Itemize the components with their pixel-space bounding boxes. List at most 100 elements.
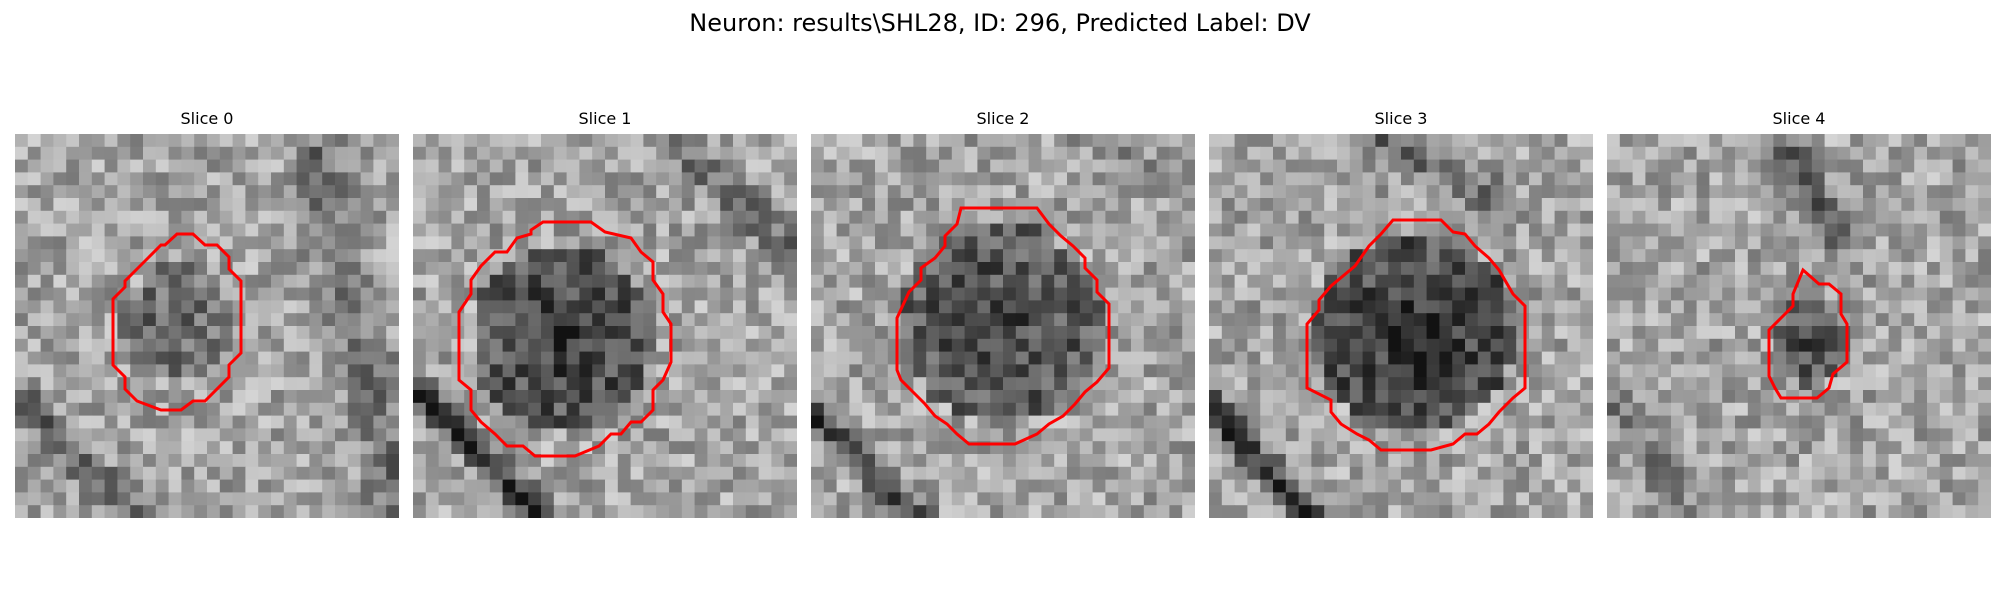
- pixel: [1169, 172, 1183, 186]
- pixel: [309, 454, 323, 468]
- pixel: [1760, 236, 1774, 250]
- pixel: [386, 172, 399, 186]
- pixel: [1337, 236, 1351, 250]
- pixel: [1811, 159, 1826, 173]
- pixel: [1735, 172, 1749, 186]
- pixel: [296, 172, 310, 186]
- pixel: [40, 492, 54, 506]
- pixel: [309, 351, 323, 365]
- pixel: [1914, 351, 1928, 365]
- pixel: [1516, 415, 1530, 429]
- pixel: [1349, 185, 1364, 199]
- pixel: [1067, 454, 1081, 468]
- slice-title-3: Slice 3: [1374, 109, 1428, 128]
- pixel: [143, 185, 157, 199]
- pixel: [1209, 185, 1223, 199]
- pixel: [373, 210, 387, 225]
- pixel: [1824, 415, 1838, 429]
- pixel: [53, 364, 67, 378]
- pixel: [66, 210, 80, 225]
- pixel: [669, 415, 683, 429]
- pixel: [1439, 134, 1453, 148]
- pixel: [720, 415, 734, 429]
- pixel: [1541, 441, 1556, 455]
- pixel: [477, 313, 491, 327]
- pixel: [707, 326, 721, 340]
- pixel: [669, 134, 683, 148]
- pixel: [181, 146, 195, 161]
- pixel: [53, 326, 67, 340]
- pixel: [1837, 415, 1851, 429]
- pixel: [91, 198, 106, 212]
- pixel: [836, 492, 850, 506]
- pixel: [1875, 338, 1890, 353]
- pixel: [1875, 428, 1890, 442]
- pixel: [1209, 134, 1223, 148]
- pixel: [1247, 313, 1261, 327]
- pixel: [964, 313, 978, 327]
- pixel: [130, 172, 144, 186]
- pixel: [1490, 159, 1504, 173]
- pixel: [694, 505, 708, 518]
- pixel: [528, 505, 542, 518]
- pixel: [1260, 172, 1274, 186]
- pixel: [592, 377, 606, 391]
- pixel: [1580, 351, 1593, 365]
- pixel: [489, 441, 504, 455]
- pixel: [1362, 159, 1376, 173]
- pixel: [1105, 274, 1119, 289]
- pixel: [1888, 262, 1902, 276]
- pixel: [1375, 300, 1389, 314]
- pixel: [836, 198, 850, 212]
- pixel: [1683, 338, 1698, 353]
- pixel: [322, 198, 336, 212]
- pixel: [296, 274, 310, 289]
- pixel: [1658, 351, 1672, 365]
- pixel: [258, 185, 272, 199]
- pixel: [1965, 249, 1979, 263]
- pixel: [1234, 262, 1248, 276]
- pixel: [1298, 172, 1312, 186]
- pixel: [771, 492, 785, 506]
- pixel: [1221, 377, 1236, 391]
- pixel: [811, 505, 825, 518]
- pixel: [1567, 364, 1581, 378]
- pixel: [862, 300, 876, 314]
- pixel: [1709, 351, 1723, 365]
- pixel: [373, 223, 387, 237]
- pixel: [566, 313, 580, 327]
- pixel: [862, 262, 876, 276]
- pixel: [1285, 313, 1300, 327]
- pixel: [566, 262, 580, 276]
- pixel: [1285, 441, 1300, 455]
- pixel: [66, 300, 80, 314]
- pixel: [1645, 466, 1659, 481]
- pixel: [1337, 364, 1351, 378]
- pixel: [939, 338, 953, 353]
- pixel: [1426, 198, 1440, 212]
- pixel: [939, 364, 953, 378]
- pixel: [592, 146, 606, 161]
- pixel: [1413, 479, 1428, 493]
- pixel: [1683, 134, 1698, 148]
- pixel: [1118, 210, 1132, 225]
- pixel: [1965, 492, 1979, 506]
- pixel: [104, 415, 118, 429]
- pixel: [1722, 402, 1736, 417]
- pixel: [771, 479, 785, 493]
- pixel: [1079, 466, 1094, 481]
- pixel: [1978, 454, 1991, 468]
- pixel: [1773, 300, 1787, 314]
- pixel: [1773, 249, 1787, 263]
- pixel: [232, 210, 246, 225]
- pixel: [91, 390, 106, 404]
- pixel: [887, 466, 902, 481]
- pixel: [1260, 390, 1274, 404]
- pixel: [913, 172, 927, 186]
- pixel: [1888, 428, 1902, 442]
- pixel: [1079, 134, 1094, 148]
- pixel: [451, 185, 465, 199]
- pixel: [1529, 428, 1543, 442]
- pixel: [347, 351, 362, 365]
- pixel: [130, 479, 144, 493]
